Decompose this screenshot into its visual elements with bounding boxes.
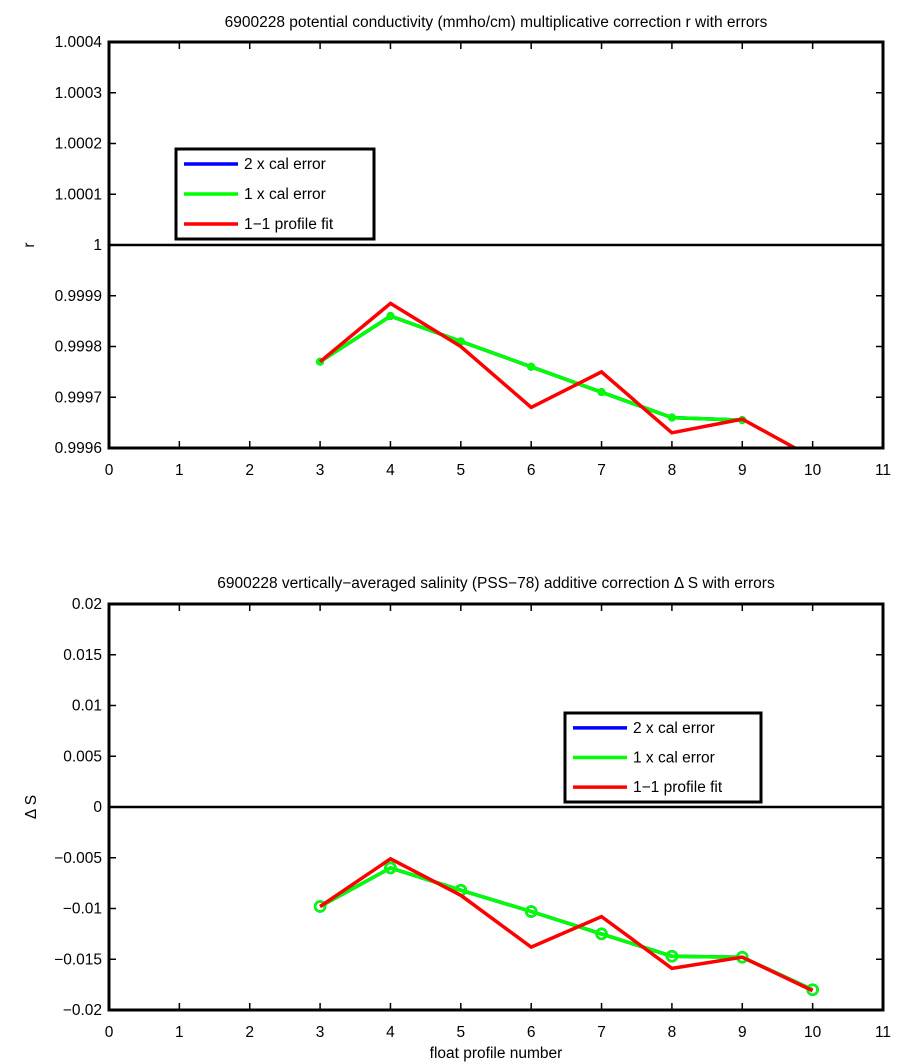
y-tick-label: 0.015	[63, 647, 102, 664]
plot-area	[313, 856, 819, 996]
data-point	[313, 900, 327, 913]
series-line-3	[319, 856, 814, 993]
y-tick-label: 0.9996	[55, 440, 102, 457]
y-tick-label: 1.0003	[55, 85, 102, 102]
x-tick-label: 1	[175, 462, 184, 479]
axes-box	[107, 602, 885, 1012]
axes-box	[107, 40, 885, 450]
y-tick-label: −0.015	[54, 951, 102, 968]
y-tick-label: 0.9998	[55, 339, 102, 356]
x-tick-label: 4	[386, 1024, 395, 1041]
y-tick-label: −0.02	[63, 1002, 102, 1019]
chart-2: 6900228 vertically−averaged salinity (PS…	[23, 575, 891, 1062]
legend-label: 2 x cal error	[633, 720, 715, 737]
legend-label: 1−1 profile fit	[244, 216, 334, 233]
series-line-3	[318, 301, 796, 448]
y-axis-label: r	[21, 242, 38, 247]
x-tick-label: 6	[527, 1024, 536, 1041]
data-point	[384, 861, 397, 875]
data-point	[527, 362, 536, 371]
x-tick-label: 5	[457, 462, 466, 479]
series-line-2	[319, 866, 814, 992]
x-tick-label: 0	[105, 1024, 114, 1041]
y-tick-label: 0.9999	[55, 288, 102, 305]
x-tick-label: 4	[386, 462, 395, 479]
data-point	[597, 388, 606, 397]
x-tick-label: 3	[316, 1024, 325, 1041]
data-point	[595, 927, 608, 941]
y-tick-label: 0	[93, 799, 102, 816]
legend: 2 x cal error 1 x cal error 1−1 profile fi…	[563, 711, 763, 804]
chart-title: 6900228 potential conductivity (mmho/cm)…	[225, 14, 768, 31]
x-tick-label: 9	[738, 1024, 747, 1041]
x-tick-label: 8	[668, 1024, 677, 1041]
x-tick-label: 6	[527, 462, 536, 479]
y-axis-label: Δ S	[23, 795, 40, 819]
x-tick-label: 11	[875, 1024, 891, 1041]
chart-title: 6900228 vertically−averaged salinity (PS…	[217, 575, 775, 592]
plot-area	[316, 301, 796, 448]
x-tick-label: 3	[316, 462, 325, 479]
y-tick-label: 1	[93, 237, 102, 254]
y-tick-label: 1.0004	[55, 34, 103, 51]
data-point	[665, 949, 679, 963]
x-tick-label: 7	[597, 462, 606, 479]
data-point	[524, 905, 538, 918]
series-line-1	[319, 866, 814, 992]
x-tick-label: 2	[245, 1024, 254, 1041]
y-tick-label: 0.02	[72, 596, 102, 613]
legend-label: 2 x cal error	[244, 156, 326, 173]
x-tick-label: 10	[804, 1024, 822, 1041]
x-tick-label: 0	[105, 462, 114, 479]
y-tick-label: −0.01	[63, 901, 102, 918]
chart-1: 6900228 potential conductivity (mmho/cm)…	[21, 14, 891, 479]
data-point	[667, 413, 676, 422]
x-tick-label: 9	[738, 462, 747, 479]
x-tick-label: 8	[668, 462, 677, 479]
x-tick-label: 1	[175, 1024, 184, 1041]
y-tick-label: 1.0002	[55, 136, 102, 153]
y-tick-label: 0.01	[72, 698, 102, 715]
x-tick-label: 10	[804, 462, 822, 479]
y-tick-label: 0.9997	[55, 389, 102, 406]
legend-label: 1 x cal error	[633, 750, 715, 767]
x-tick-label: 11	[875, 462, 891, 479]
y-tick-label: 1.0001	[55, 186, 102, 203]
legend: 2 x cal error 1 x cal error 1−1 profile fi…	[174, 147, 376, 241]
y-tick-label: −0.005	[54, 850, 102, 867]
legend-label: 1 x cal error	[244, 186, 326, 203]
x-tick-label: 2	[245, 462, 254, 479]
data-point	[386, 312, 395, 321]
x-axis-label: float profile number	[430, 1045, 563, 1062]
x-tick-label: 7	[597, 1024, 606, 1041]
legend-label: 1−1 profile fit	[633, 779, 723, 796]
y-tick-label: 0.005	[63, 748, 102, 765]
x-tick-label: 5	[457, 1024, 466, 1041]
